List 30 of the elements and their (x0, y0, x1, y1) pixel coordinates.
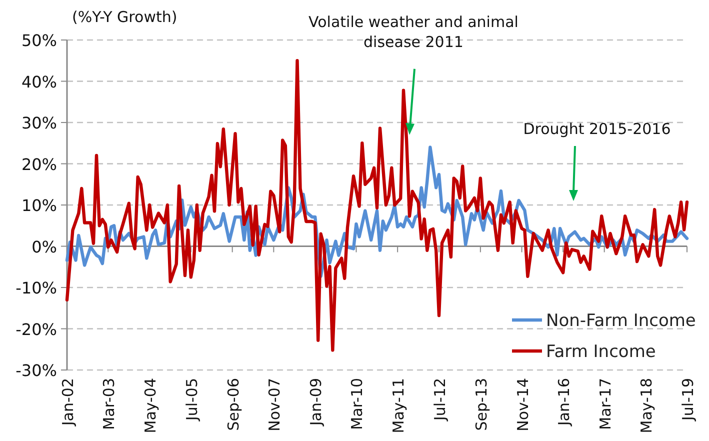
x-tick-label: Jan-09 (307, 378, 326, 427)
x-tick-label: Nov-07 (266, 378, 284, 432)
y-tick-label: -30% (16, 361, 57, 380)
x-tick-label: Jul-05 (182, 378, 201, 422)
x-tick-label: Sep-06 (224, 378, 242, 431)
annotation: Drought 2015-2016 (523, 120, 671, 138)
legend-label: Non-Farm Income (546, 311, 696, 331)
x-tick-label: May-18 (638, 378, 656, 434)
y-tick-label: 50% (21, 31, 57, 50)
x-tick-label: Nov-14 (514, 378, 532, 432)
annotation: Volatile weather and animal disease 2011 (308, 12, 518, 51)
x-tick-label: Jan-02 (59, 378, 77, 427)
y-tick-label: 20% (21, 154, 57, 174)
y-axis-title: (%Y-Y Growth) (72, 8, 178, 26)
x-tick-label: Mar-03 (100, 378, 118, 430)
x-tick-label: Mar-17 (596, 378, 614, 430)
x-tick-label: Mar-10 (348, 378, 366, 430)
y-tick-label: 0% (32, 237, 57, 256)
y-tick-label: -20% (16, 320, 57, 339)
x-tick-label: May-04 (142, 378, 160, 434)
y-tick-label: -10% (16, 278, 57, 298)
x-tick-label: Jan-16 (555, 378, 574, 427)
y-tick-label: 10% (21, 196, 57, 215)
legend-label: Farm Income (546, 342, 656, 362)
x-tick-label: Sep-13 (472, 378, 490, 431)
x-tick-label: Jul-12 (431, 378, 449, 422)
y-tick-label: 30% (21, 114, 57, 132)
y-tick-label: 40% (21, 72, 57, 92)
x-tick-label: Jul-19 (679, 378, 697, 422)
x-tick-label: May-11 (390, 378, 408, 434)
